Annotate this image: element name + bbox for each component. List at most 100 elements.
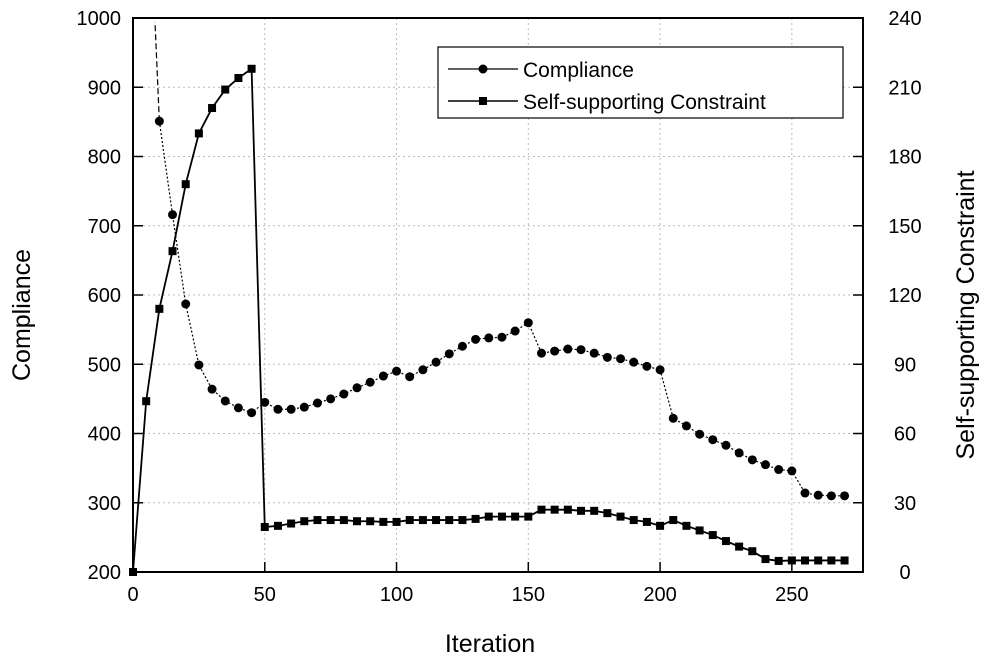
x-tick-label: 0 [127,584,138,606]
y2-tick-label: 240 [888,8,921,30]
compliance-point [326,394,336,404]
constraint-point [194,129,203,138]
constraint-point [445,516,454,525]
constraint-point [550,505,559,514]
constraint-point [484,512,493,521]
legend-box [437,46,844,119]
compliance-point [168,210,178,220]
constraint-point [524,512,533,521]
series-line [132,67,845,573]
constraint-point [616,512,625,521]
compliance-point [352,383,362,393]
compliance-point [642,361,652,371]
compliance-point [299,402,309,412]
compliance-point [629,357,639,367]
compliance-point [365,377,375,387]
compliance-point [260,397,270,407]
y-tick-label: 300 [88,493,121,515]
compliance-point [444,349,454,359]
y2-tick-label: 90 [894,354,916,376]
y-tick-label: 700 [88,216,121,238]
constraint-point [247,64,256,73]
compliance-point [233,403,243,413]
compliance-point [484,333,494,343]
constraint-point [590,506,599,515]
compliance-point [312,398,322,408]
plot-area [129,21,850,576]
x-tick-label: 100 [380,584,413,606]
y2-tick-label: 150 [888,216,921,238]
constraint-point [142,397,151,406]
y2-tick-label: 30 [894,493,916,515]
constraint-point [260,522,269,531]
compliance-point [378,371,388,381]
constraint-point [234,74,243,83]
y2-tick-label: 0 [899,562,910,584]
compliance-point [536,348,546,358]
y2-axis-label: Self-supporting Constraint [952,170,980,459]
constraint-point [708,531,717,540]
constraint-point [471,514,480,523]
compliance-point [207,384,217,394]
legend-marker-constraint [479,97,487,105]
compliance-point [273,404,283,414]
compliance-point [840,491,850,501]
compliance-leading-line [154,21,160,122]
compliance-point [813,490,823,500]
compliance-point [563,344,573,354]
compliance-point [471,334,481,344]
compliance-point [431,357,441,367]
constraint-point [695,526,704,535]
y2-tick-label: 60 [894,424,916,446]
constraint-point [208,104,217,113]
x-tick-label: 200 [643,584,676,606]
compliance-point [589,348,599,358]
grid [133,18,863,572]
legend-label-constraint: Self-supporting Constraint [523,91,766,114]
constraint-point [761,555,770,564]
constraint-point [577,506,586,515]
constraint-point [405,516,414,525]
constraint-point [656,521,665,530]
constraint-point [603,509,612,518]
compliance-point [457,341,467,351]
legend-label-compliance: Compliance [523,59,634,82]
constraint-point [181,180,190,189]
constraint-point [326,516,335,525]
compliance-point [247,408,257,418]
y-tick-label: 600 [88,285,121,307]
constraint-point [418,516,427,525]
compliance-point [760,460,770,470]
compliance-point [405,372,415,382]
constraint-point [168,247,177,256]
compliance-point [418,365,428,375]
constraint-point [497,512,506,521]
legend-marker-compliance [478,64,488,74]
compliance-point [616,354,626,364]
constraint-point [221,85,230,94]
constraint-point [458,516,467,525]
constraint-point [313,516,322,525]
constraint-point [748,547,757,556]
compliance-point [576,345,586,355]
ticks: 0 50 100 150 200 2502003004005006007008009001… [77,8,922,606]
constraint-point [814,556,823,565]
compliance-point [826,491,836,501]
x-tick-label: 50 [254,584,276,606]
compliance-point [154,116,164,126]
compliance-point [550,346,560,356]
compliance-point [655,365,665,375]
y-tick-label: 500 [88,354,121,376]
constraint-point [735,542,744,551]
x-tick-label: 250 [775,584,808,606]
compliance-point [695,429,705,439]
constraint-point [827,556,836,565]
constraint-point [379,517,388,526]
y2-tick-label: 180 [888,147,921,169]
compliance-point [747,455,757,465]
compliance-point [220,396,230,406]
constraint-point [273,521,282,530]
constraint-point [366,517,375,526]
compliance-point [668,413,678,423]
